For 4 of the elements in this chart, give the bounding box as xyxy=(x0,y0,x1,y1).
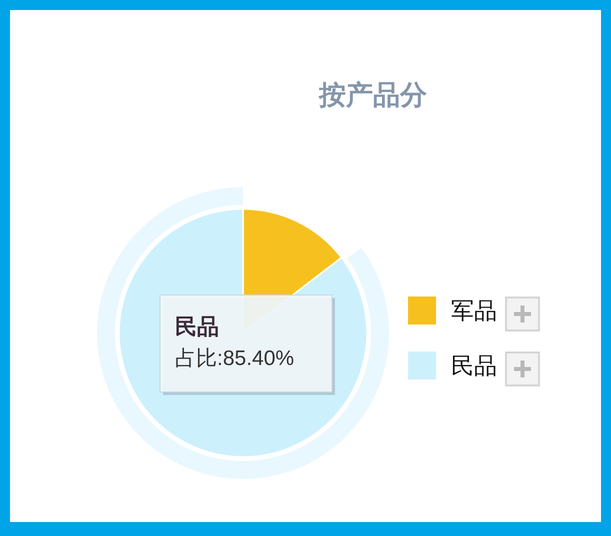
legend-label: 军品 xyxy=(451,298,497,324)
legend-label: 民品 xyxy=(451,352,497,378)
tooltip: 民品 占比:85.40% xyxy=(160,294,335,395)
title: 按产品分 xyxy=(319,80,427,110)
